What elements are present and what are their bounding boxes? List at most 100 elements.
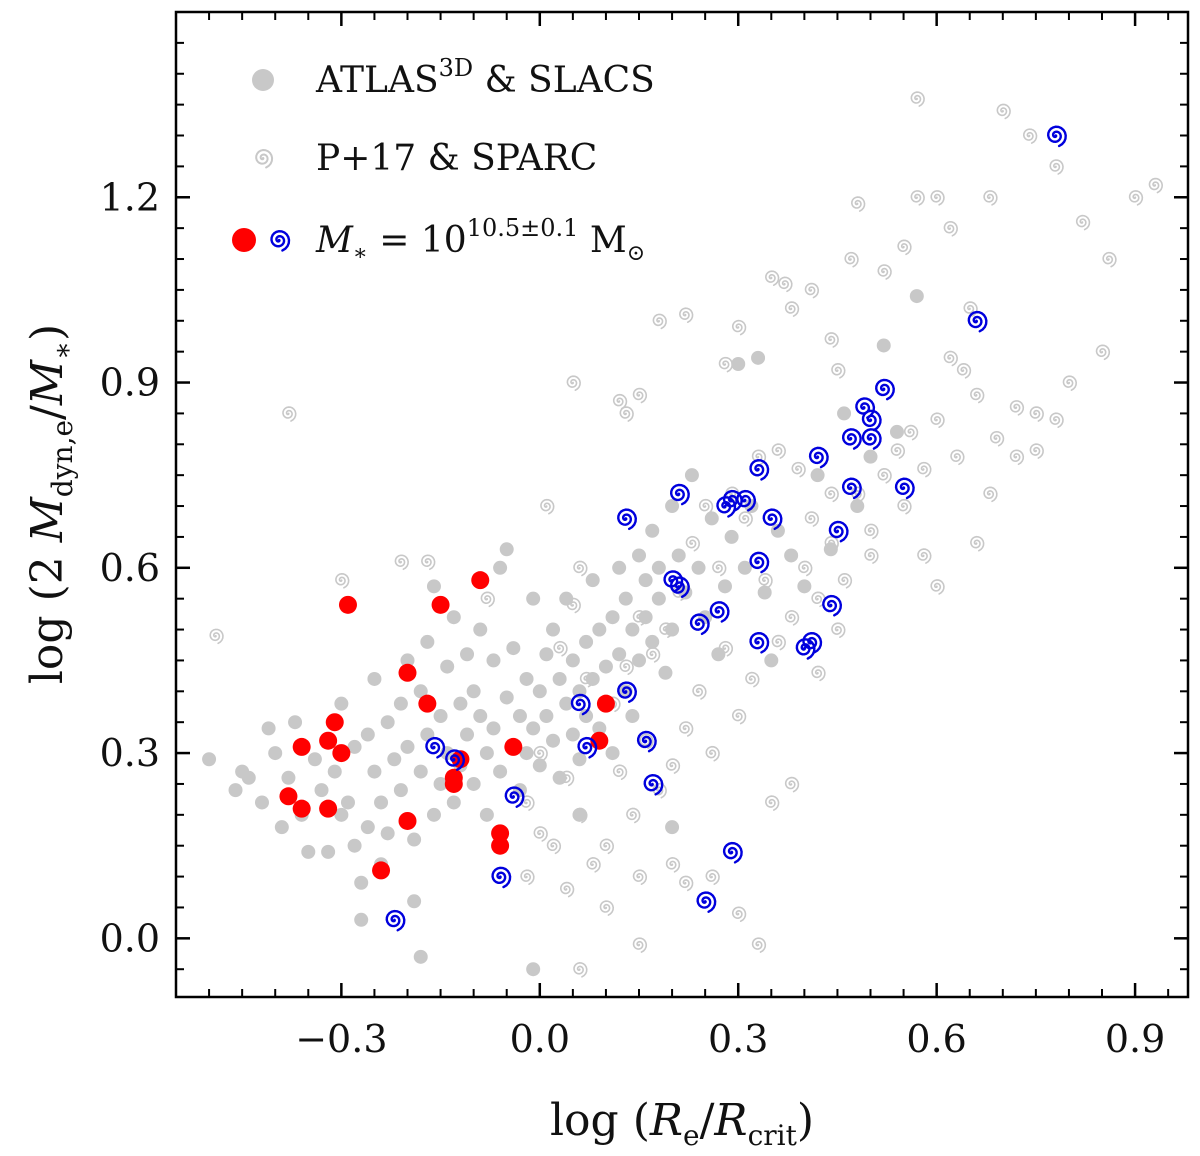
gray-filled-point (281, 770, 296, 785)
selected-spiral-point (828, 520, 849, 543)
gray-filled-point (546, 622, 561, 637)
gray-spiral-point (665, 857, 681, 873)
gray-spiral-point (679, 307, 694, 324)
gray-filled-point (506, 641, 521, 656)
gray-spiral-point (791, 461, 806, 478)
gray-spiral-point (731, 319, 747, 336)
selected-spiral-point (643, 773, 664, 796)
gray-spiral-point (1095, 344, 1111, 361)
legend-blue-spiral-marker (270, 230, 291, 252)
selected-filled-point (292, 799, 311, 818)
gray-filled-point (585, 573, 600, 588)
gray-spiral-point (718, 640, 734, 657)
gray-filled-point (473, 622, 488, 637)
gray-spiral-point (679, 875, 694, 892)
gray-spiral-point (665, 758, 681, 774)
gray-spiral-point (811, 665, 826, 682)
selected-filled-point (491, 836, 510, 855)
gray-filled-point (552, 671, 567, 686)
gray-spiral-point (824, 486, 839, 503)
gray-spiral-point (579, 671, 595, 688)
gray-spiral-point (698, 498, 714, 515)
gray-spiral-point (844, 251, 859, 268)
gray-filled-point (202, 752, 217, 767)
selected-spiral-point (894, 477, 915, 500)
gray-filled-point (651, 560, 666, 575)
gray-spiral-point (731, 906, 747, 923)
selected-spiral-point (861, 409, 882, 432)
gray-spiral-point (983, 190, 998, 206)
gray-spiral-point (765, 270, 780, 286)
gray-spiral-point (970, 535, 985, 552)
gray-spiral-point (1049, 159, 1064, 175)
gray-spiral-point (705, 745, 720, 762)
gray-filled-point (334, 807, 349, 822)
gray-filled-point (889, 424, 904, 439)
gray-filled-point (717, 579, 732, 594)
gray-spiral-point (533, 826, 548, 842)
gray-spiral-point (1022, 128, 1038, 144)
gray-spiral-point (586, 857, 601, 873)
selected-filled-point (504, 737, 523, 756)
gray-filled-point (426, 807, 441, 822)
selected-spiral-point (822, 594, 843, 617)
gray-spiral-point (917, 548, 932, 564)
gray-spiral-point (679, 721, 694, 737)
gray-filled-point (393, 783, 408, 798)
legend-gray-spiral-marker (255, 149, 274, 169)
gray-filled-point (466, 776, 481, 791)
gray-filled-point (592, 721, 607, 736)
y-axis-label: log (2 Mdyn,e/M∗) (22, 324, 79, 684)
gray-filled-point (651, 591, 666, 606)
gray-spiral-point (864, 548, 879, 564)
gray-filled-point (909, 289, 924, 304)
selected-spiral-point (570, 693, 591, 716)
gray-spiral-point (731, 708, 747, 725)
gray-filled-point (460, 647, 475, 662)
gray-filled-point (876, 338, 891, 353)
gray-filled-point (612, 647, 627, 662)
gray-filled-point (420, 634, 435, 649)
gray-filled-point (453, 696, 468, 711)
gray-filled-point (367, 764, 382, 779)
x-axis-label: log (Re/Rcrit) (550, 1095, 814, 1152)
legend-label-stellar-mass: M∗ = 1010.5±0.1 M⊙ (315, 214, 645, 266)
gray-filled-point (579, 709, 594, 724)
selected-filled-point (398, 811, 417, 830)
gray-filled-point (625, 622, 640, 637)
gray-spiral-point (903, 424, 919, 441)
gray-filled-point (618, 591, 633, 606)
gray-spiral-point (745, 671, 760, 688)
gray-filled-point (526, 962, 541, 977)
gray-spiral-point (751, 937, 767, 953)
gray-filled-point (301, 844, 316, 859)
gray-spiral-point (553, 640, 568, 657)
selected-filled-point (338, 595, 357, 614)
gray-filled-point (479, 746, 494, 761)
gray-filled-point (665, 499, 680, 514)
gray-filled-point (837, 406, 852, 421)
gray-spiral-point (394, 554, 409, 571)
legend-label-atlas-slacs: ATLAS3D & SLACS (315, 54, 655, 101)
selected-spiral-point (749, 551, 770, 574)
gray-filled-point (632, 653, 647, 668)
gray-spiral-point (751, 449, 767, 466)
selected-spiral-point (425, 736, 446, 759)
gray-spiral-point (1009, 449, 1025, 466)
selected-spiral-point (802, 631, 823, 654)
gray-filled-point (446, 795, 461, 810)
gray-spiral-point (520, 795, 535, 811)
gray-filled-point (413, 764, 428, 779)
gray-filled-point (446, 610, 461, 625)
selected-spiral-point (617, 681, 637, 703)
gray-spiral-point (632, 610, 648, 626)
gray-filled-point (605, 746, 620, 761)
gray-filled-point (757, 585, 772, 600)
gray-filled-point (731, 357, 746, 372)
gray-filled-point (314, 783, 329, 798)
gray-filled-point (526, 721, 541, 736)
gray-spiral-point (1009, 400, 1025, 416)
selected-filled-point (372, 861, 391, 880)
y-tick-label: 0.3 (100, 731, 160, 775)
